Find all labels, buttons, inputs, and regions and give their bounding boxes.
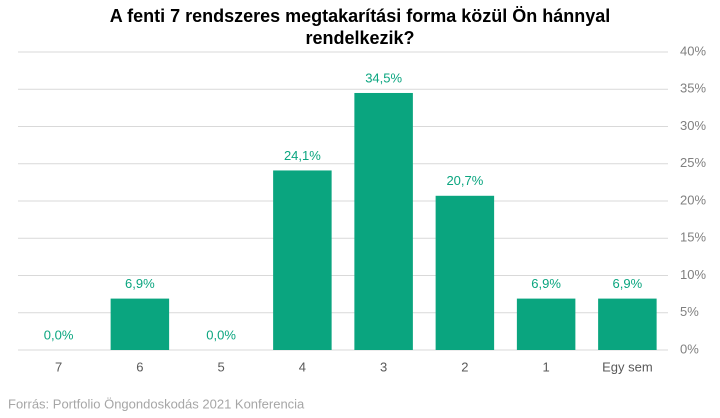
bar (435, 195, 495, 350)
bar (516, 298, 576, 350)
x-tick-label: 2 (461, 359, 468, 374)
value-label: 6,9% (125, 276, 155, 291)
bar (354, 92, 413, 350)
chart-title: A fenti 7 rendszeres megtakarítási forma… (109, 6, 611, 48)
y-tick-label: 35% (680, 81, 706, 96)
value-label: 6,9% (613, 276, 643, 291)
value-label: 0,0% (44, 327, 74, 342)
x-tick-label: Egy sem (602, 359, 653, 374)
x-tick-label: 7 (55, 359, 62, 374)
source: Forrás: Portfolio Öngondoskodás 2021 Kon… (8, 396, 305, 411)
y-tick-label: 25% (680, 155, 706, 170)
x-tick-label: 6 (136, 359, 143, 374)
y-tick-label: 40% (680, 43, 706, 58)
value-label: 24,1% (284, 148, 321, 163)
value-label: 0,0% (206, 327, 236, 342)
value-label: 34,5% (365, 70, 402, 85)
y-tick-label: 15% (680, 230, 706, 245)
x-tick-label: 3 (380, 359, 387, 374)
y-tick-label: 30% (680, 118, 706, 133)
y-tick-label: 20% (680, 192, 706, 207)
y-tick-label: 10% (680, 267, 706, 282)
x-tick-label: 1 (543, 359, 550, 374)
bar (110, 298, 170, 350)
value-label: 20,7% (446, 173, 483, 188)
x-tick-label: 5 (218, 359, 225, 374)
bar (598, 298, 657, 350)
y-tick-label: 0% (680, 341, 699, 356)
y-tick-label: 5% (680, 304, 699, 319)
value-label: 6,9% (531, 276, 561, 291)
x-tick-label: 4 (299, 359, 306, 374)
bar (273, 170, 332, 350)
